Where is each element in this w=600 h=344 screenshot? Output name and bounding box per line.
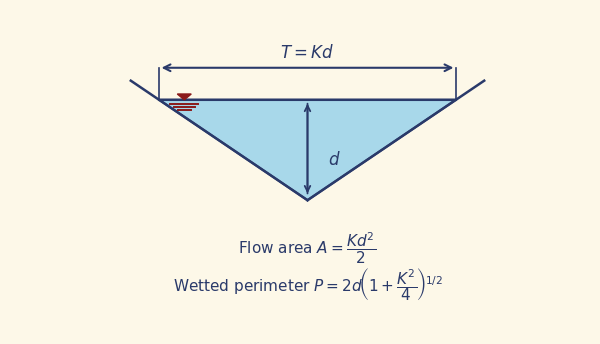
Text: $d$: $d$ bbox=[328, 151, 341, 170]
Text: Wetted perimeter $P = 2d\!\left(1 + \dfrac{K^2}{4}\right)^{\!1/2}$: Wetted perimeter $P = 2d\!\left(1 + \dfr… bbox=[173, 267, 442, 303]
Polygon shape bbox=[158, 99, 456, 200]
Text: $T = Kd$: $T = Kd$ bbox=[280, 44, 335, 62]
Text: Flow area $A = \dfrac{Kd^{2}}{2}$: Flow area $A = \dfrac{Kd^{2}}{2}$ bbox=[238, 230, 377, 266]
Polygon shape bbox=[178, 94, 191, 100]
